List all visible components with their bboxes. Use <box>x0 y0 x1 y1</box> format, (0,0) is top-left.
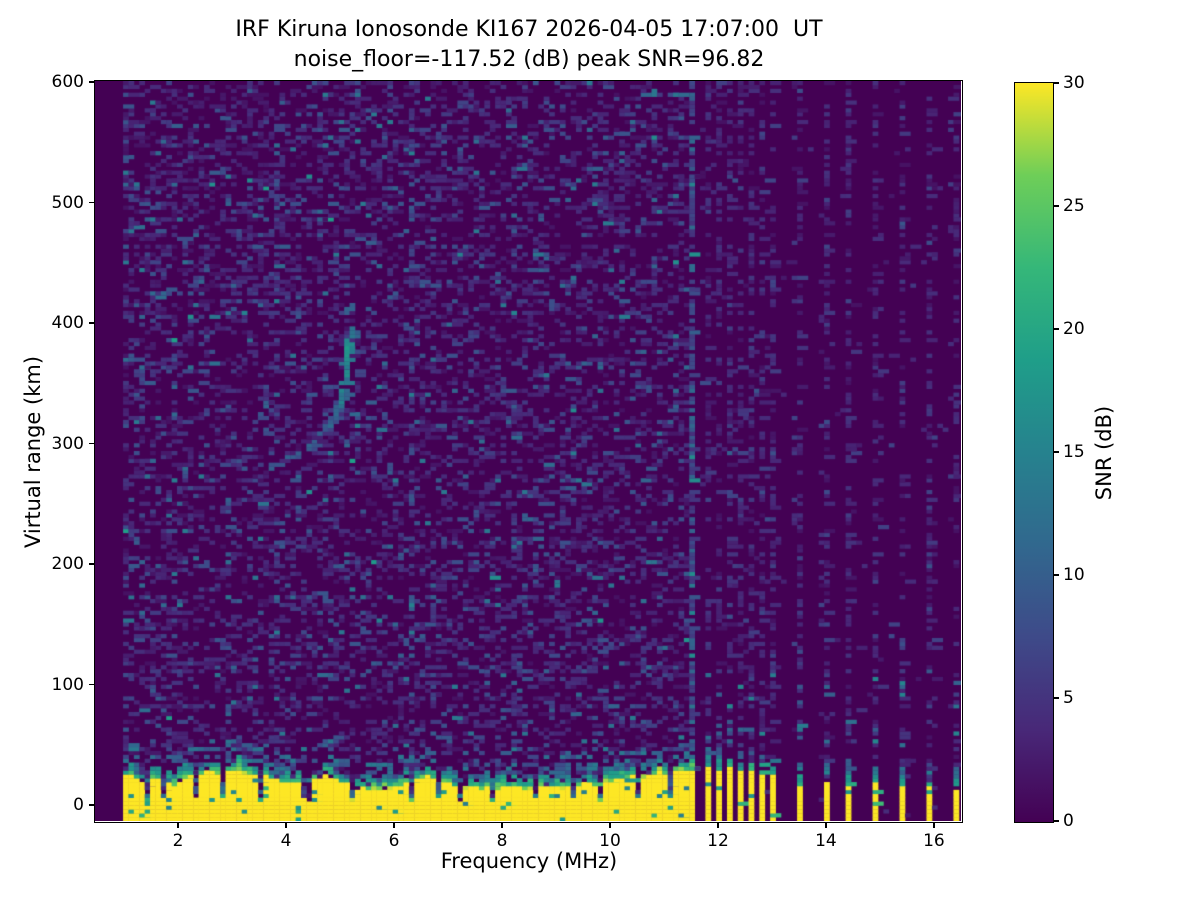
plot-title-line1: IRF Kiruna Ionosonde KI167 2026-04-05 17… <box>235 17 823 42</box>
x-tick-mark-4 <box>285 823 287 828</box>
colorbar-tick-label-5: 5 <box>1063 688 1074 708</box>
y-tick-label-500: 500 <box>51 192 84 213</box>
y-tick-label-600: 600 <box>51 72 84 92</box>
y-tick-label-100: 100 <box>51 674 84 695</box>
colorbar-tick-mark-20 <box>1054 328 1059 330</box>
x-axis-label: Frequency (MHz) <box>440 849 618 873</box>
y-axis-label: Virtual range (km) <box>21 355 45 549</box>
plot-frame <box>94 80 963 823</box>
colorbar-label: SNR (dB) <box>1092 405 1116 501</box>
colorbar-tick-label-25: 25 <box>1063 196 1085 216</box>
y-tick-label-0: 0 <box>73 795 84 816</box>
x-tick-label-8: 8 <box>496 831 508 851</box>
y-tick-mark-400 <box>89 322 94 324</box>
y-tick-mark-0 <box>89 804 94 806</box>
colorbar-tick-mark-25 <box>1054 205 1059 207</box>
y-tick-mark-500 <box>89 201 94 204</box>
colorbar-tick-mark-0 <box>1054 820 1059 822</box>
y-tick-mark-300 <box>89 442 94 445</box>
colorbar-tick-mark-5 <box>1054 697 1059 699</box>
colorbar-tick-label-20: 20 <box>1063 319 1085 339</box>
colorbar-tick-mark-30 <box>1054 82 1059 84</box>
x-tick-mark-10 <box>609 823 611 828</box>
y-tick-mark-600 <box>89 81 94 83</box>
y-tick-mark-200 <box>89 563 94 565</box>
ionogram-heatmap <box>95 81 961 821</box>
x-tick-mark-2 <box>177 823 179 828</box>
x-tick-label-16: 16 <box>923 831 945 851</box>
x-tick-mark-16 <box>933 823 935 828</box>
y-tick-mark-100 <box>89 683 94 686</box>
y-tick-label-200: 200 <box>51 554 84 575</box>
colorbar-tick-label-15: 15 <box>1063 442 1085 462</box>
colorbar-tick-mark-10 <box>1054 574 1059 576</box>
x-tick-mark-14 <box>825 823 827 828</box>
x-tick-label-10: 10 <box>599 831 621 851</box>
colorbar-tick-mark-15 <box>1054 451 1059 453</box>
colorbar-tick-label-10: 10 <box>1063 565 1085 585</box>
x-tick-label-12: 12 <box>707 831 729 851</box>
x-tick-label-14: 14 <box>815 831 837 851</box>
x-tick-mark-6 <box>393 823 395 828</box>
x-tick-label-4: 4 <box>280 831 292 851</box>
colorbar-gradient <box>1015 83 1053 822</box>
colorbar-tick-label-30: 30 <box>1063 73 1085 93</box>
plot-title-line2: noise_floor=-117.52 (dB) peak SNR=96.82 <box>293 47 765 72</box>
x-tick-mark-8 <box>501 823 503 828</box>
x-tick-label-2: 2 <box>172 831 184 851</box>
x-tick-label-6: 6 <box>388 831 400 851</box>
y-tick-label-400: 400 <box>51 313 84 334</box>
x-tick-mark-12 <box>717 823 719 828</box>
y-tick-label-300: 300 <box>51 433 84 454</box>
colorbar <box>1014 82 1054 823</box>
colorbar-tick-label-0: 0 <box>1063 811 1074 831</box>
